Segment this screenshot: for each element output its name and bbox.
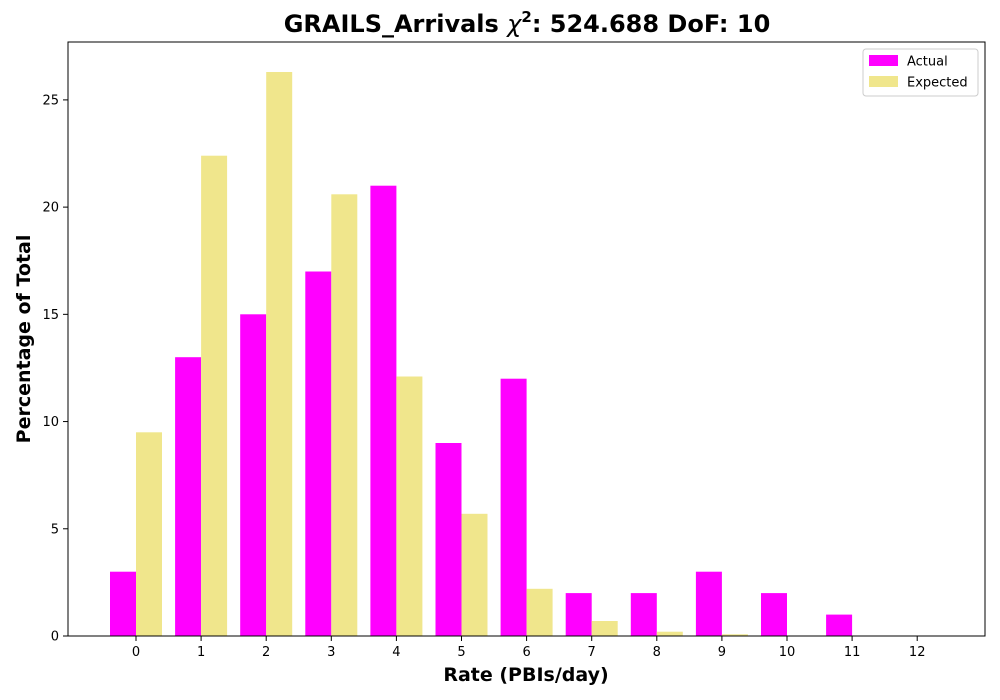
- x-tick-label-12: 12: [909, 645, 926, 660]
- y-tick-label-20: 20: [42, 201, 59, 216]
- bar-actual-4: [370, 185, 397, 636]
- bar-actual-10: [761, 593, 787, 636]
- legend-swatch-actual: [869, 55, 898, 66]
- y-tick-label-10: 10: [42, 415, 59, 430]
- legend-label-actual: Actual: [907, 55, 948, 70]
- bar-actual-2: [240, 314, 267, 636]
- y-tick-label-15: 15: [42, 308, 59, 323]
- bar-actual-0: [110, 571, 136, 636]
- bar-actual-11: [826, 614, 853, 636]
- bar-expected-5: [461, 513, 488, 636]
- bar-expected-2: [266, 72, 293, 636]
- x-tick-label-1: 1: [197, 645, 205, 660]
- legend: Actual Expected: [862, 48, 979, 97]
- x-tick-label-7: 7: [588, 645, 596, 660]
- bars-layer: [110, 72, 853, 637]
- y-tick-label-5: 5: [51, 522, 59, 537]
- legend-label-expected: Expected: [907, 76, 968, 91]
- legend-swatch-expected: [869, 76, 898, 87]
- x-tick-label-6: 6: [522, 645, 530, 660]
- chart-title-main: GRAILS_Arrivals: [284, 10, 507, 38]
- bar-expected-0: [136, 432, 162, 636]
- bar-expected-8: [656, 631, 683, 636]
- bar-actual-9: [695, 571, 722, 636]
- bar-actual-6: [500, 378, 527, 636]
- bar-expected-4: [396, 376, 423, 636]
- bar-expected-9: [721, 634, 748, 636]
- x-axis-ticks: 0 1 2 3 4 5 6 7 8 9 10 11 12: [132, 636, 926, 660]
- bar-actual-7: [565, 593, 592, 636]
- y-axis-ticks: 0 5 10 15 20 25: [42, 93, 68, 645]
- plot-frame: [67, 41, 986, 637]
- chart-title-sup: 2: [521, 8, 531, 26]
- y-tick-label-0: 0: [51, 630, 59, 645]
- bar-actual-1: [175, 357, 202, 636]
- x-tick-label-8: 8: [653, 645, 661, 660]
- x-tick-label-10: 10: [779, 645, 796, 660]
- x-tick-label-9: 9: [718, 645, 726, 660]
- x-tick-label-0: 0: [132, 645, 140, 660]
- bar-actual-3: [305, 271, 332, 636]
- x-tick-label-3: 3: [327, 645, 335, 660]
- bar-actual-8: [630, 593, 657, 636]
- bar-actual-5: [435, 443, 462, 636]
- x-tick-label-2: 2: [262, 645, 270, 660]
- y-tick-label-25: 25: [42, 93, 59, 108]
- chart-title: GRAILS_Arrivals χ2: 524.688 DoF: 10: [284, 8, 771, 38]
- x-tick-label-5: 5: [457, 645, 465, 660]
- x-tick-label-4: 4: [392, 645, 400, 660]
- chart-title-chi: χ: [505, 10, 522, 38]
- y-axis-label: Percentage of Total: [13, 235, 35, 444]
- x-axis-label: Rate (PBIs/day): [443, 664, 608, 686]
- x-tick-label-11: 11: [844, 645, 861, 660]
- bar-expected-7: [591, 621, 618, 636]
- bar-expected-6: [526, 588, 553, 636]
- chart-title-rest: : 524.688 DoF: 10: [532, 10, 770, 38]
- bar-expected-1: [201, 155, 228, 636]
- bar-expected-3: [331, 194, 358, 637]
